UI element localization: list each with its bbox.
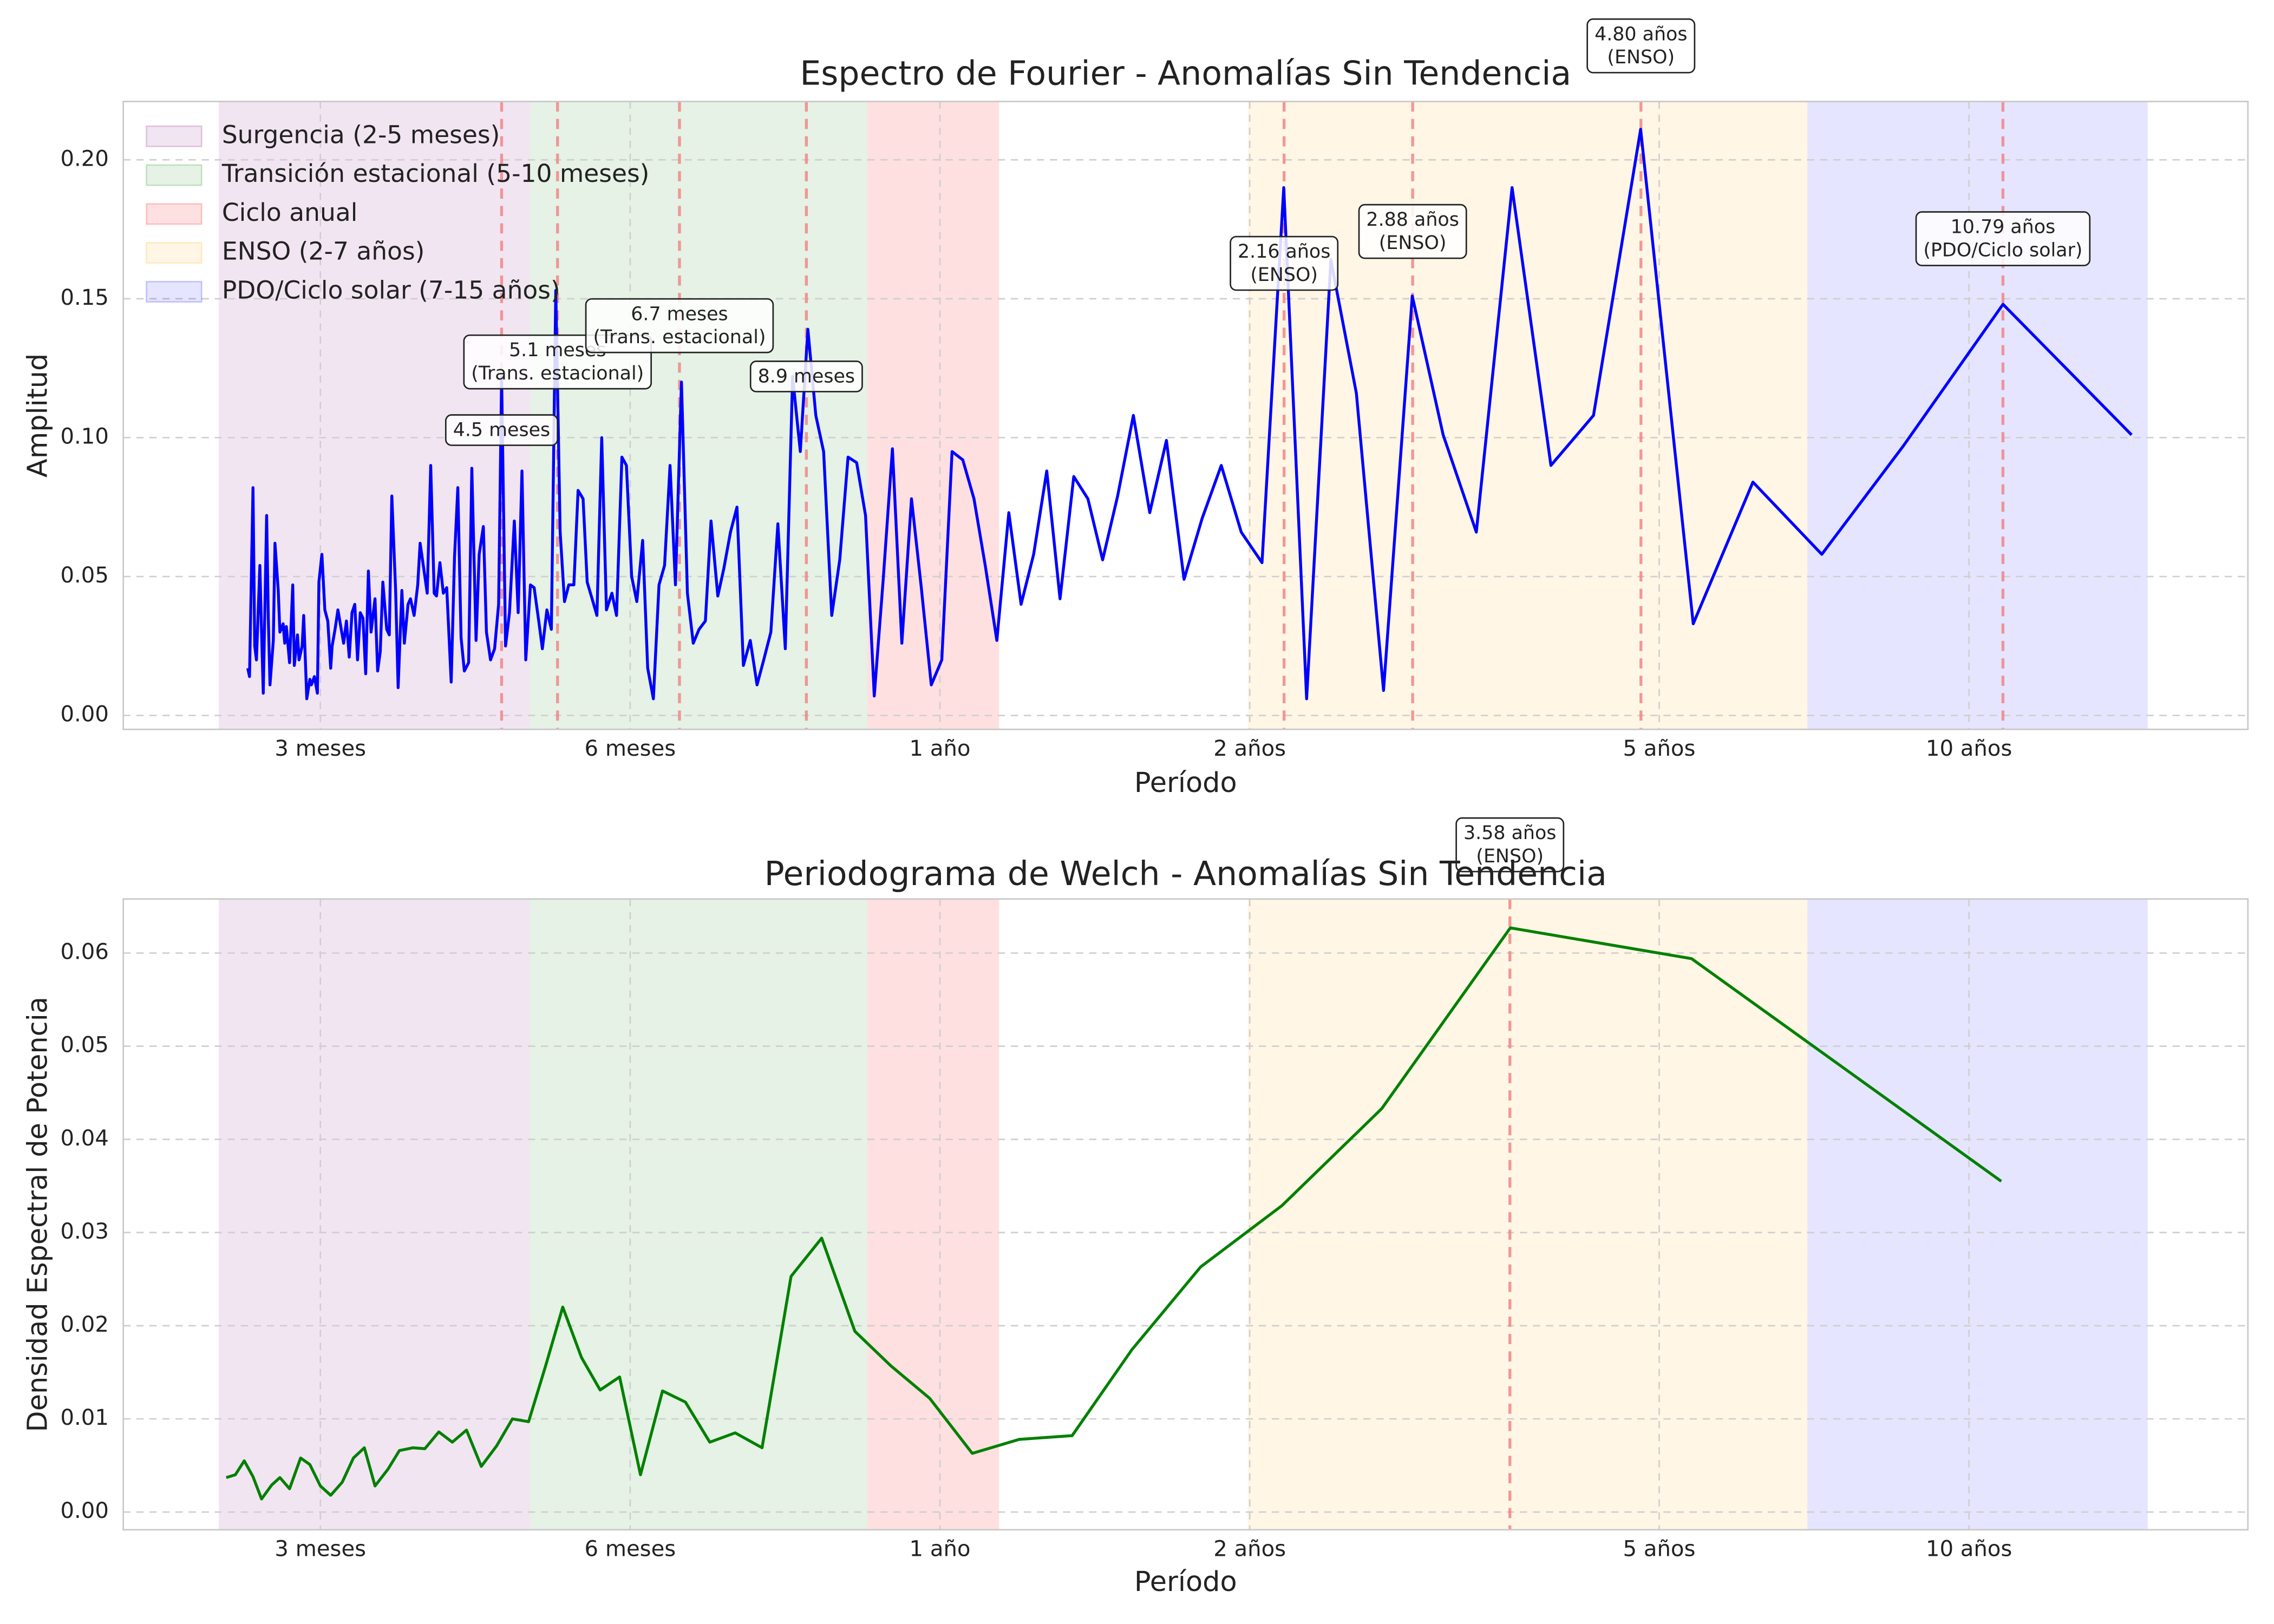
spectrum-line xyxy=(246,128,2133,700)
y-tick-label: 0.05 xyxy=(60,563,108,588)
annotation-text: 2.88 años xyxy=(1366,209,1459,231)
annotation-text: 2.16 años xyxy=(1238,241,1330,263)
annotation-text: (ENSO) xyxy=(1607,47,1675,68)
band xyxy=(530,899,867,1530)
annotation-text: 8.9 meses xyxy=(758,365,855,387)
annotation: 2.16 años(ENSO) xyxy=(1230,235,1339,291)
x-tick-label: 2 años xyxy=(1213,736,1286,761)
annotation-box xyxy=(1915,211,2091,266)
annotation-text: (ENSO) xyxy=(1250,264,1318,286)
annotation-text: (ENSO) xyxy=(1379,232,1447,254)
annotation-text: 10.79 años xyxy=(1951,217,2056,238)
annotation-box xyxy=(445,414,558,446)
axes-frame xyxy=(122,898,2249,1531)
annotation-text: (PDO/Ciclo solar) xyxy=(1923,239,2082,261)
band xyxy=(1247,101,1808,730)
y-tick-label: 0.04 xyxy=(60,1126,108,1151)
annotation: 3.58 años(ENSO) xyxy=(1455,817,1565,873)
annotation-box xyxy=(1455,817,1565,873)
annotation-box xyxy=(1230,235,1339,291)
legend-swatch xyxy=(146,280,202,303)
band xyxy=(1807,899,2148,1530)
band xyxy=(867,101,999,730)
y-tick-label: 0.05 xyxy=(60,1033,108,1058)
annotation-text: 4.5 meses xyxy=(453,420,550,441)
y-tick-label: 0.10 xyxy=(60,424,108,449)
plot-area xyxy=(123,899,2248,1530)
chart-title: Periodograma de Welch - Anomalías Sin Te… xyxy=(764,854,1607,893)
x-tick-label: 1 año xyxy=(910,1536,971,1561)
x-tick-label: 6 meses xyxy=(585,736,676,761)
annotation: 4.5 meses xyxy=(445,414,558,446)
y-tick-label: 0.02 xyxy=(60,1312,108,1337)
x-tick-label: 3 meses xyxy=(275,736,366,761)
annotation-box xyxy=(1358,204,1467,259)
band xyxy=(1247,899,1808,1530)
annotation-box xyxy=(749,361,863,392)
annotation: 2.88 años(ENSO) xyxy=(1358,204,1467,259)
annotation-box xyxy=(585,298,774,353)
band xyxy=(867,899,999,1530)
annotation: 4.80 años(ENSO) xyxy=(1586,18,1696,74)
x-axis-label: Período xyxy=(1134,767,1237,799)
x-tick-label: 10 años xyxy=(1926,1536,2012,1561)
y-tick-label: 0.15 xyxy=(60,285,108,310)
annotation-box xyxy=(1586,18,1696,74)
legend-label: Ciclo anual xyxy=(222,198,358,227)
legend-label: PDO/Ciclo solar (7-15 años) xyxy=(222,276,560,304)
x-tick-label: 2 años xyxy=(1213,1536,1286,1561)
band xyxy=(219,899,531,1530)
y-tick-label: 0.01 xyxy=(60,1405,108,1430)
x-tick-label: 6 meses xyxy=(585,1536,676,1561)
y-tick-label: 0.00 xyxy=(60,702,108,727)
annotation-text: 3.58 años xyxy=(1463,822,1556,844)
annotation-text: (Trans. estacional) xyxy=(471,363,644,384)
legend-label: Transición estacional (5-10 meses) xyxy=(221,159,650,188)
y-tick-label: 0.20 xyxy=(60,146,108,171)
annotation: 6.7 meses(Trans. estacional) xyxy=(585,298,774,353)
x-tick-label: 10 años xyxy=(1926,736,2012,761)
y-axis-label: Amplitud xyxy=(22,353,54,477)
band xyxy=(530,101,867,730)
annotation: 10.79 años(PDO/Ciclo solar) xyxy=(1915,211,2091,266)
legend-label: ENSO (2-7 años) xyxy=(222,237,425,266)
legend-swatch xyxy=(146,203,202,225)
annotation-text: 4.80 años xyxy=(1595,23,1687,45)
chart-title: Espectro de Fourier - Anomalías Sin Tend… xyxy=(800,54,1571,93)
x-tick-label: 3 meses xyxy=(275,1536,366,1561)
x-tick-label: 1 año xyxy=(910,736,971,761)
y-tick-label: 0.00 xyxy=(60,1498,108,1523)
x-tick-label: 5 años xyxy=(1623,1536,1696,1561)
axes-frame xyxy=(122,101,2249,730)
y-tick-label: 0.03 xyxy=(60,1219,108,1244)
annotation-text: 6.7 meses xyxy=(631,303,728,325)
legend-label: Surgencia (2-5 meses) xyxy=(222,120,500,149)
annotation-text: (ENSO) xyxy=(1476,846,1544,867)
annotation: 8.9 meses xyxy=(749,361,863,392)
x-axis-label: Período xyxy=(1134,1566,1237,1598)
annotation-text: (Trans. estacional) xyxy=(593,326,766,348)
x-tick-label: 5 años xyxy=(1623,736,1696,761)
legend-swatch xyxy=(146,125,202,147)
band xyxy=(1807,101,2148,730)
y-tick-label: 0.06 xyxy=(60,940,108,965)
y-axis-label: Densidad Espectral de Potencia xyxy=(22,997,54,1432)
spectrum-line xyxy=(226,926,2002,1501)
legend-swatch xyxy=(146,242,202,264)
legend-swatch xyxy=(146,164,202,186)
